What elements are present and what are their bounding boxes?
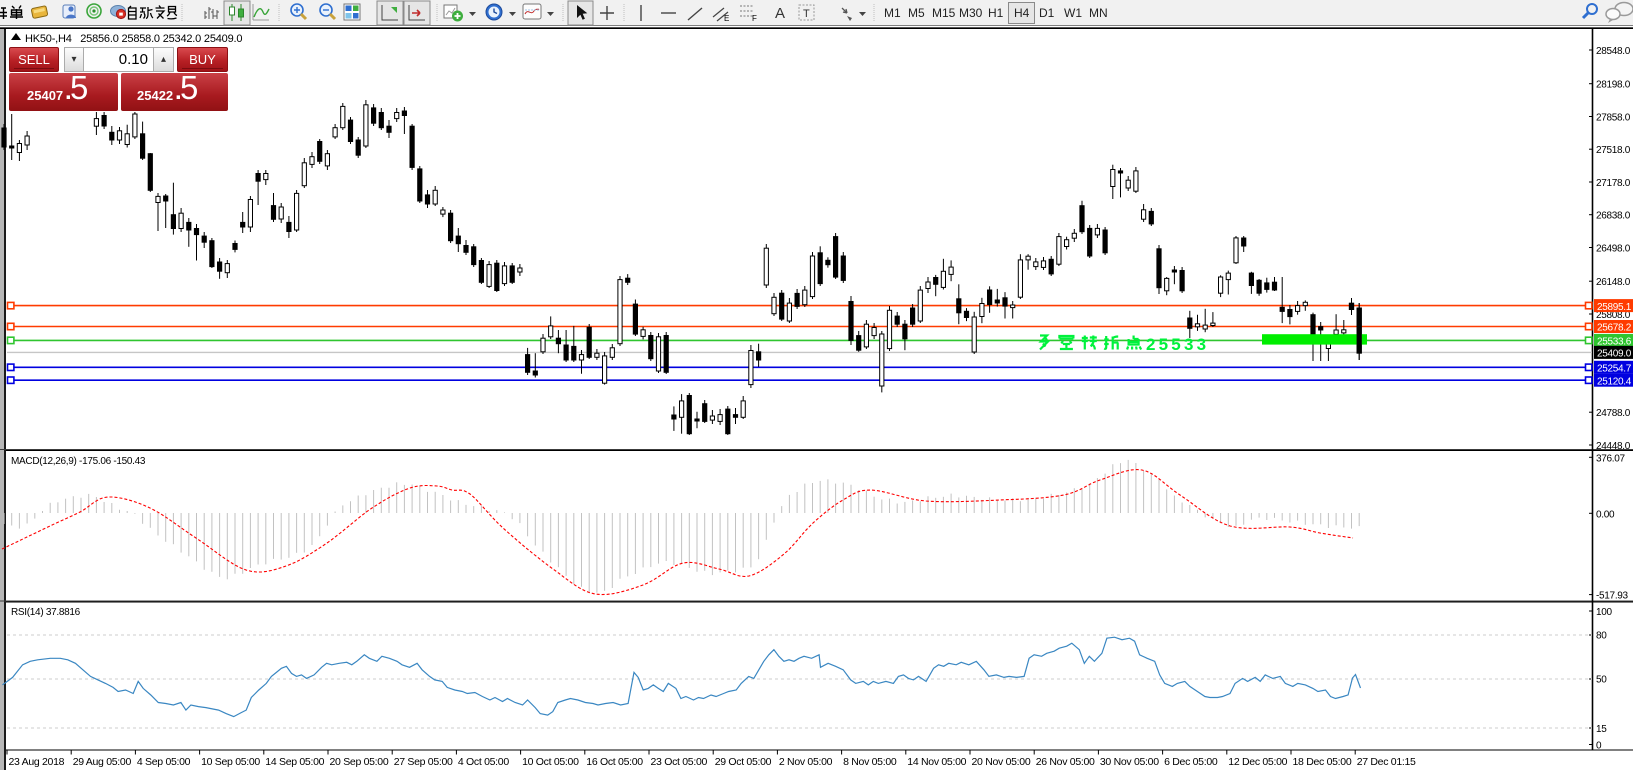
svg-text:20 Sep 05:00: 20 Sep 05:00	[330, 756, 389, 768]
svg-text:27 Dec 01:15: 27 Dec 01:15	[1357, 756, 1416, 768]
svg-text:25678.2: 25678.2	[1597, 323, 1632, 334]
svg-text:HK50-,H4 25856.0 25858.0 253: HK50-,H4 25856.0 25858.0 25342.0 25409.0	[25, 33, 242, 45]
svg-text:80: 80	[1596, 631, 1607, 642]
svg-text:26498.0: 26498.0	[1596, 244, 1631, 255]
svg-text:27518.0: 27518.0	[1596, 145, 1631, 156]
svg-text:28548.0: 28548.0	[1596, 46, 1631, 57]
svg-text:T: T	[803, 8, 810, 20]
svg-text:25254.7: 25254.7	[1597, 364, 1632, 375]
svg-text:27 Sep 05:00: 27 Sep 05:00	[394, 756, 453, 768]
svg-text:25409.0: 25409.0	[1597, 349, 1632, 360]
svg-text:0.00: 0.00	[1596, 509, 1615, 520]
svg-text:29 Aug 05:00: 29 Aug 05:00	[73, 756, 132, 768]
svg-text:12 Dec 05:00: 12 Dec 05:00	[1228, 756, 1287, 768]
svg-text:20 Nov 05:00: 20 Nov 05:00	[972, 756, 1031, 768]
svg-text:26838.0: 26838.0	[1596, 211, 1631, 222]
svg-text:6 Dec 05:00: 6 Dec 05:00	[1164, 756, 1218, 768]
svg-text:15: 15	[1596, 724, 1607, 735]
svg-text:14 Nov 05:00: 14 Nov 05:00	[907, 756, 966, 768]
svg-text:18 Dec 05:00: 18 Dec 05:00	[1293, 756, 1352, 768]
svg-text:2 Nov 05:00: 2 Nov 05:00	[779, 756, 833, 768]
svg-text:25120.4: 25120.4	[1597, 376, 1632, 387]
svg-text:RSI(14) 37.8816: RSI(14) 37.8816	[11, 607, 81, 618]
svg-text:8 Nov 05:00: 8 Nov 05:00	[843, 756, 897, 768]
svg-text:16 Oct 05:00: 16 Oct 05:00	[586, 756, 643, 768]
svg-text:50: 50	[1596, 675, 1607, 686]
svg-text:23 Aug 2018: 23 Aug 2018	[9, 756, 65, 768]
svg-text:25533.6: 25533.6	[1597, 337, 1632, 348]
svg-text:0: 0	[1596, 741, 1602, 752]
svg-text:A: A	[775, 5, 785, 22]
svg-text:4 Sep 05:00: 4 Sep 05:00	[137, 756, 191, 768]
svg-text:10 Sep 05:00: 10 Sep 05:00	[201, 756, 260, 768]
svg-text:376.07: 376.07	[1596, 453, 1626, 464]
svg-text:10 Oct 05:00: 10 Oct 05:00	[522, 756, 579, 768]
svg-text:26148.0: 26148.0	[1596, 277, 1631, 288]
svg-text:24448.0: 24448.0	[1596, 441, 1631, 452]
svg-text:27178.0: 27178.0	[1596, 178, 1631, 189]
svg-text:28198.0: 28198.0	[1596, 80, 1631, 91]
svg-text:MACD(12,26,9) -175.06 -150.43: MACD(12,26,9) -175.06 -150.43	[11, 456, 146, 467]
svg-text:4 Oct 05:00: 4 Oct 05:00	[458, 756, 509, 768]
svg-text:27858.0: 27858.0	[1596, 113, 1631, 124]
svg-text:E: E	[724, 14, 729, 23]
svg-text:25895.1: 25895.1	[1597, 302, 1632, 313]
svg-text:26 Nov 05:00: 26 Nov 05:00	[1036, 756, 1095, 768]
svg-text:29 Oct 05:00: 29 Oct 05:00	[715, 756, 772, 768]
svg-text:25533: 25533	[1146, 335, 1209, 354]
svg-text:23 Oct 05:00: 23 Oct 05:00	[651, 756, 708, 768]
svg-text:30 Nov 05:00: 30 Nov 05:00	[1100, 756, 1159, 768]
svg-text:25808.0: 25808.0	[1596, 310, 1631, 321]
svg-text:100: 100	[1596, 607, 1613, 618]
svg-text:-517.93: -517.93	[1596, 591, 1629, 602]
svg-text:F: F	[752, 14, 757, 23]
svg-text:14 Sep 05:00: 14 Sep 05:00	[265, 756, 324, 768]
svg-text:24788.0: 24788.0	[1596, 408, 1631, 419]
